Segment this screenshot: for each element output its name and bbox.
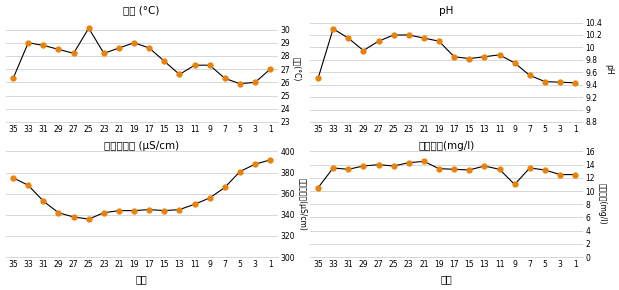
Title: 용존산소(mg/l): 용존산소(mg/l) bbox=[418, 141, 475, 151]
Y-axis label: 수온(°C): 수온(°C) bbox=[292, 57, 301, 81]
Y-axis label: pH: pH bbox=[604, 64, 613, 75]
Title: pH: pH bbox=[439, 6, 454, 16]
X-axis label: 지점: 지점 bbox=[136, 274, 147, 284]
Y-axis label: 전기전도도(μS/cm): 전기전도도(μS/cm) bbox=[297, 178, 306, 231]
X-axis label: 지점: 지점 bbox=[441, 274, 452, 284]
Y-axis label: 용존산소(mg/l): 용존산소(mg/l) bbox=[597, 184, 606, 225]
Title: 수온 (°C): 수온 (°C) bbox=[123, 6, 160, 16]
Title: 전기전도도 (μS/cm): 전기전도도 (μS/cm) bbox=[104, 141, 180, 151]
